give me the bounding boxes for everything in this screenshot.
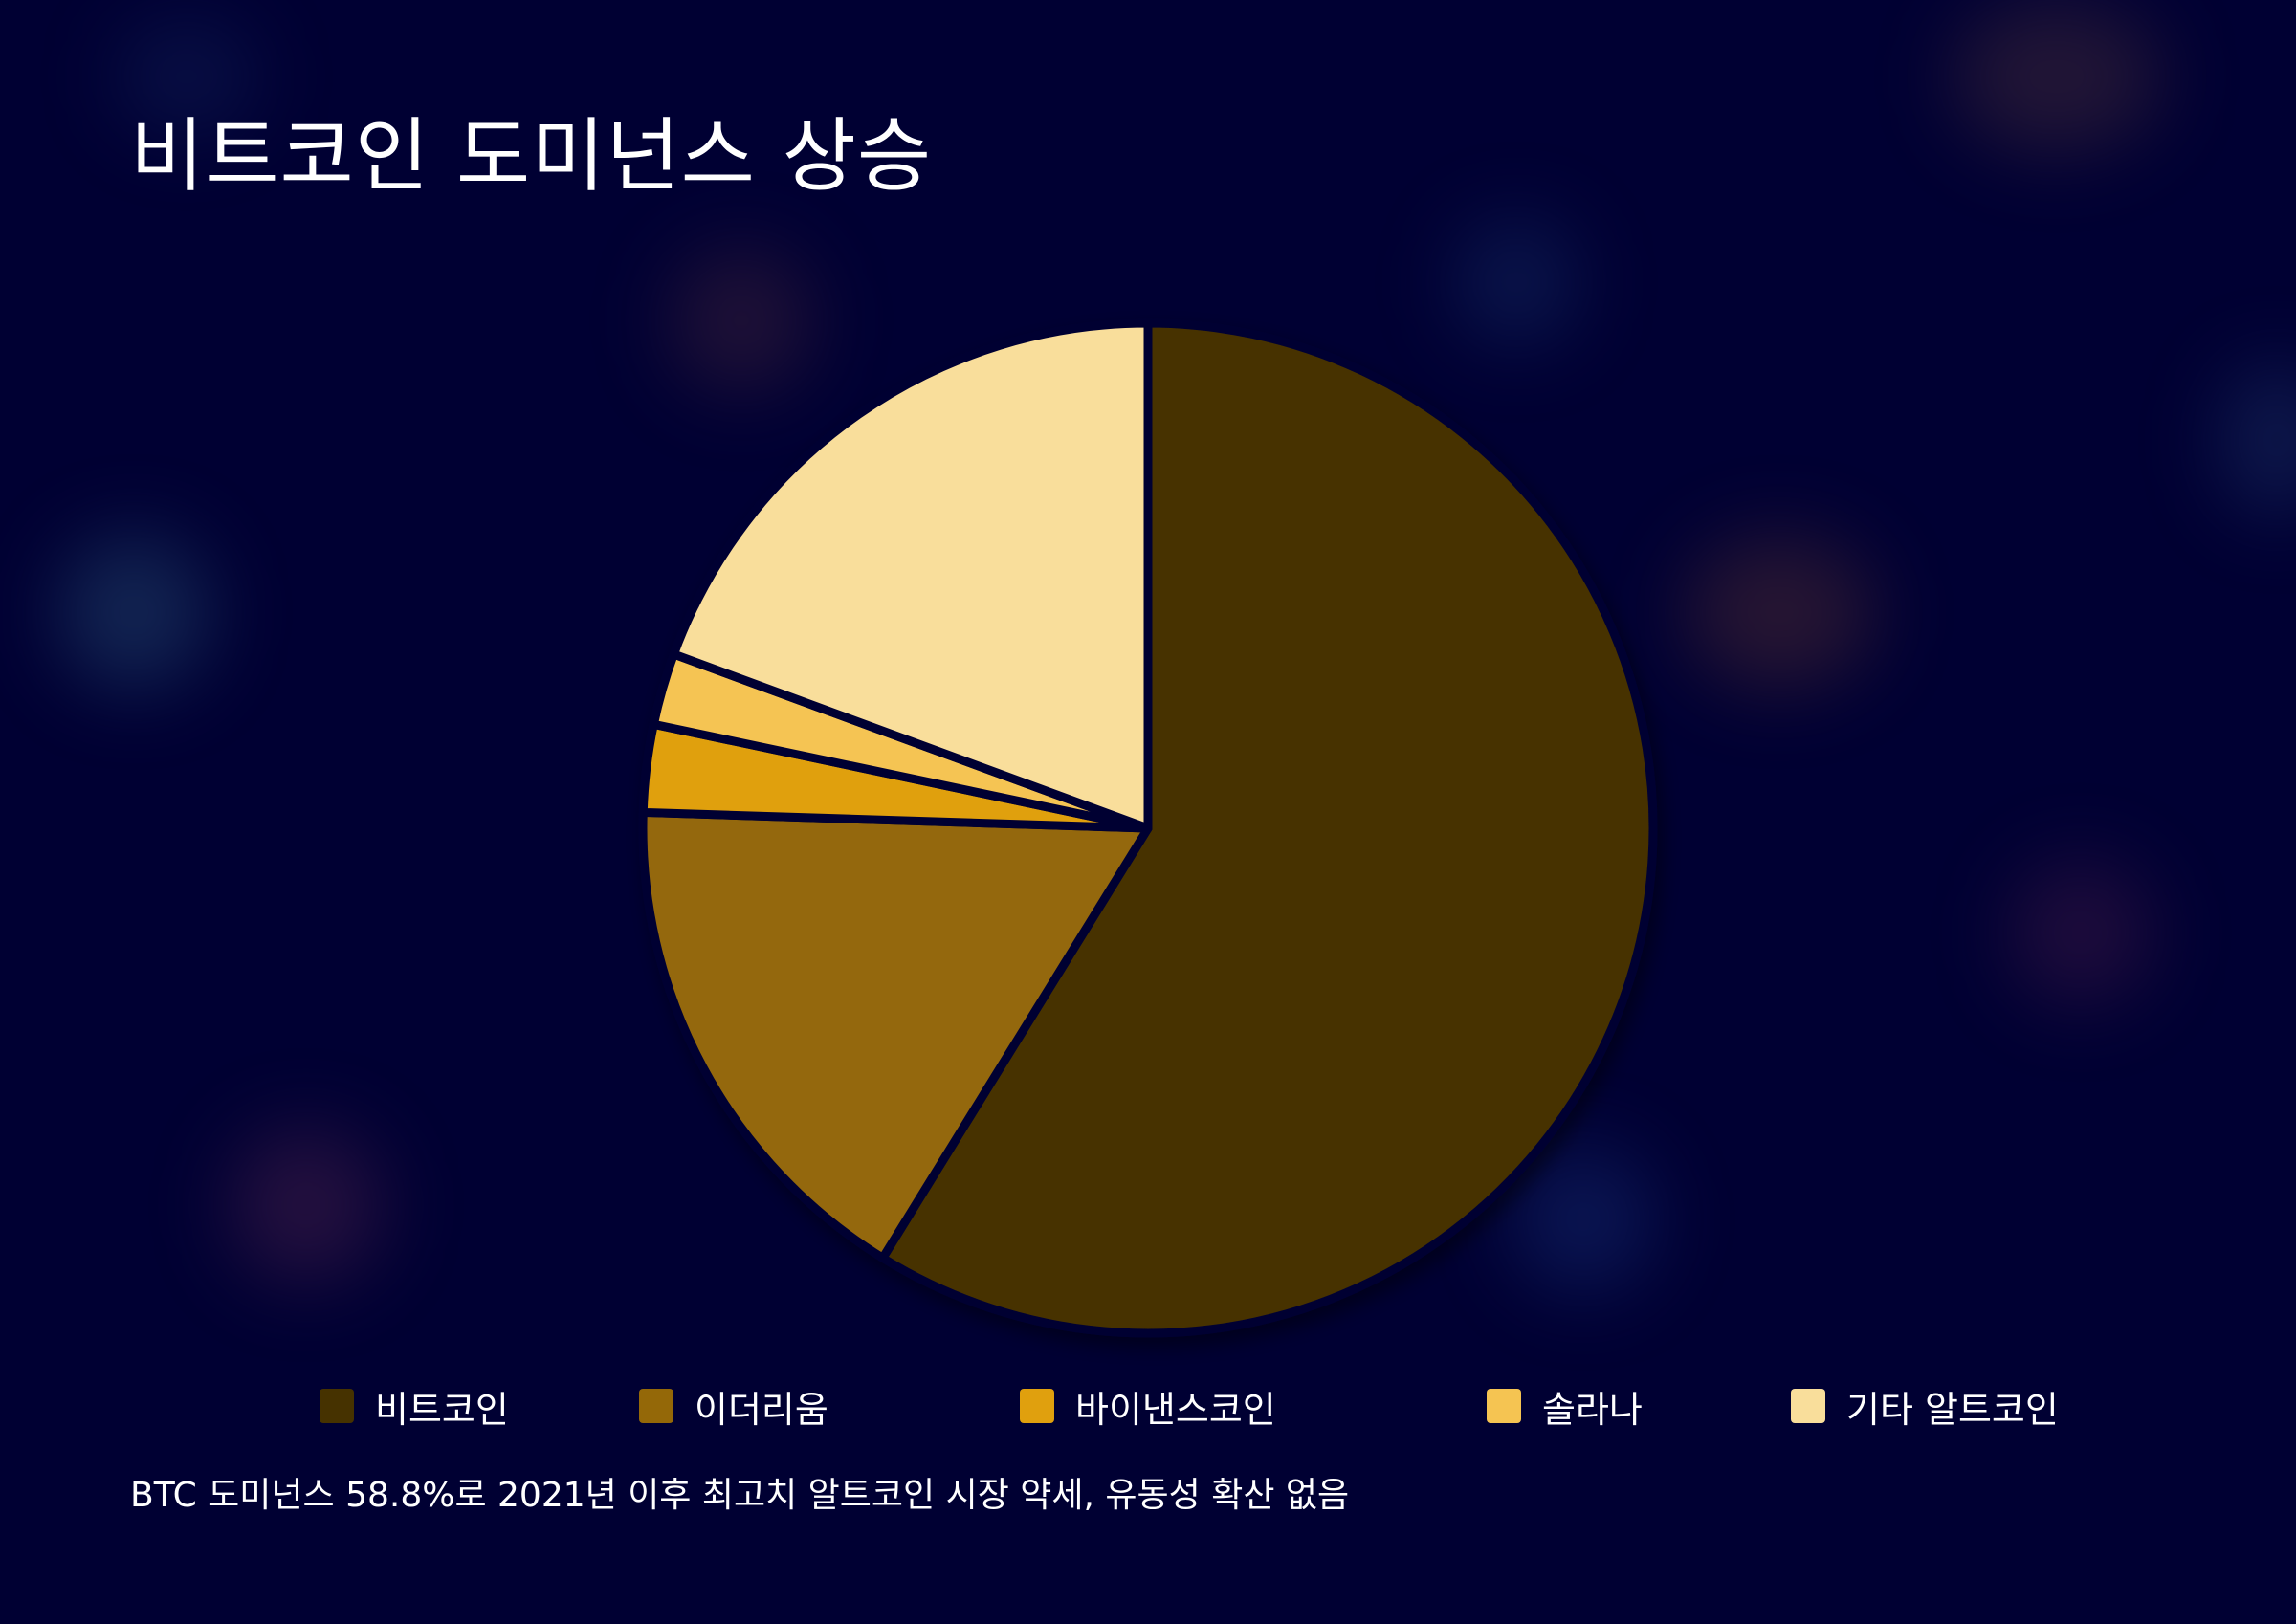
slice-bitcoin [878,318,1658,1338]
legend-label: 기타 알트코인 [1846,1388,2059,1431]
legend-label: 이더리움 [695,1388,828,1431]
pie-slices [638,318,1658,1338]
legend-item-other-altcoins: 기타 알트코인 [1791,1377,2059,1435]
legend-label: 바이낸스코인 [1075,1388,1276,1431]
slice-ethereum [638,807,1153,1262]
chart-title: 비트코인 도미넌스 상승 [130,109,933,203]
legend-swatch [1791,1389,1825,1423]
legend-label: 비트코인 [375,1388,509,1431]
legend-item-solana: 솔라나 [1487,1377,1643,1435]
legend-swatch [320,1389,354,1423]
legend-swatch [1487,1389,1521,1423]
slice-other-altcoins [669,318,1153,833]
chart-caption: BTC 도미넌스 58.8%로 2021년 이후 최고치 알트코인 시장 약세,… [130,1476,1350,1515]
legend-swatch [639,1389,673,1423]
legend-item-binance-coin: 바이낸스코인 [1020,1377,1276,1435]
legend-item-ethereum: 이더리움 [639,1377,828,1435]
legend-item-bitcoin: 비트코인 [320,1377,509,1435]
legend: 비트코인 이더리움 바이낸스코인 솔라나 기타 알트코인 [0,1377,2296,1435]
legend-label: 솔라나 [1542,1388,1643,1431]
legend-swatch [1020,1389,1054,1423]
